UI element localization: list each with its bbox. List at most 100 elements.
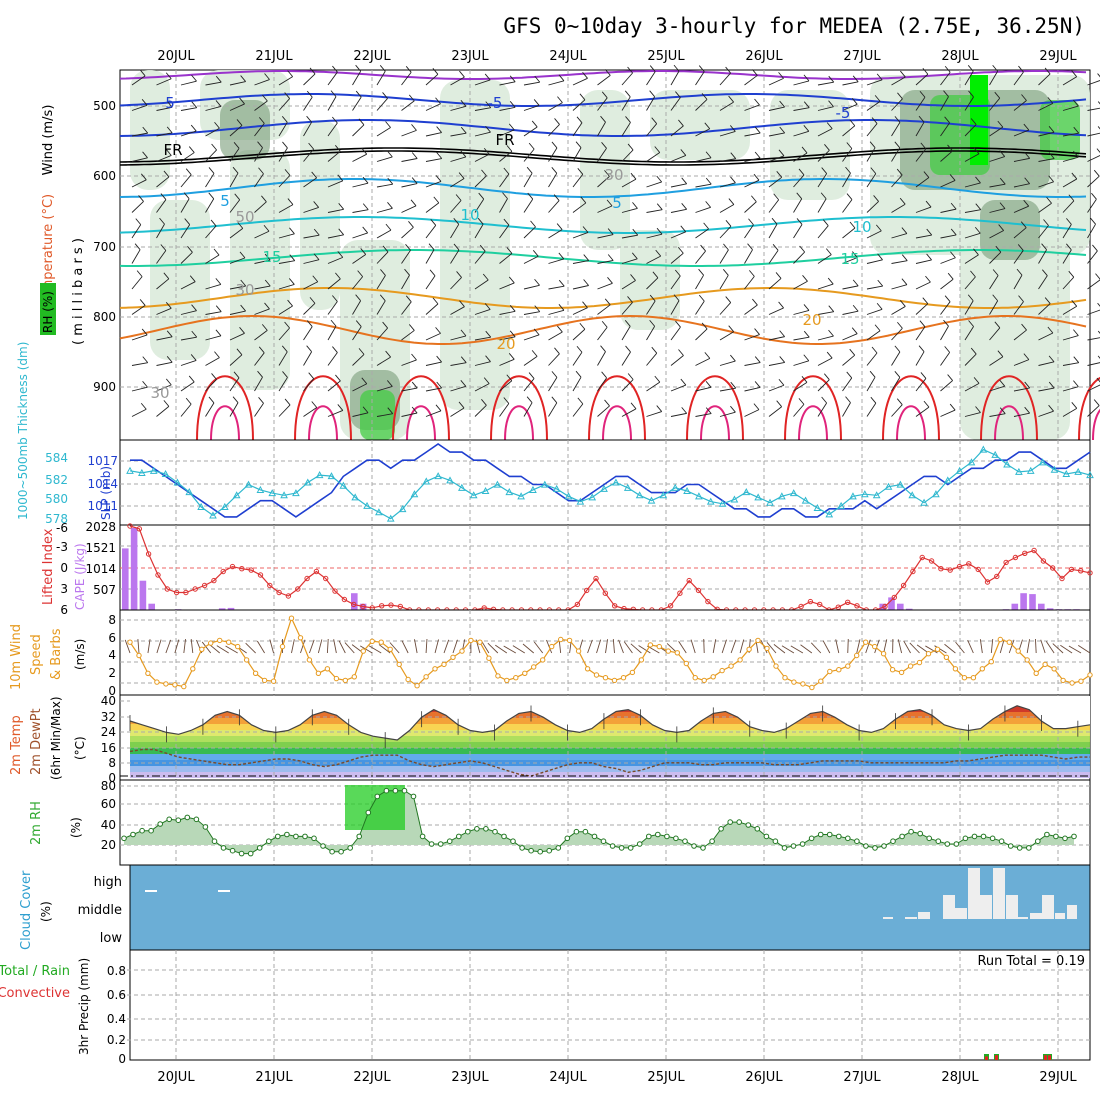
wind-speed-point bbox=[396, 661, 402, 668]
wind-barb bbox=[646, 381, 661, 392]
wind-barb bbox=[768, 406, 782, 417]
wind-barb bbox=[621, 178, 637, 188]
wind-barb-feather bbox=[852, 304, 859, 312]
wind-barb bbox=[1038, 202, 1052, 213]
wind-barb bbox=[523, 355, 538, 366]
wind-barb bbox=[303, 259, 320, 264]
lifted-index-point bbox=[994, 573, 1000, 580]
wind-barb bbox=[989, 356, 1004, 366]
wind-barb bbox=[915, 177, 930, 188]
wind-barb-feather bbox=[624, 90, 631, 98]
wind-barb-feather bbox=[899, 300, 906, 307]
rh-point bbox=[600, 838, 607, 845]
wind-barb-feather bbox=[258, 397, 264, 404]
wind-barb-feather bbox=[138, 195, 144, 202]
thickness-point bbox=[1074, 467, 1082, 475]
top-date-label: 26JUL bbox=[745, 49, 783, 64]
wind-barb-feather bbox=[191, 330, 198, 338]
wind-barb-feather bbox=[430, 219, 437, 226]
wind-barb-feather bbox=[528, 142, 535, 150]
rh-point bbox=[971, 833, 978, 840]
wind-barb bbox=[915, 406, 930, 417]
wind-barb bbox=[401, 330, 415, 341]
wind-barb bbox=[793, 251, 805, 264]
wind-barb bbox=[1087, 405, 1100, 417]
wind-barb-10m bbox=[909, 642, 920, 654]
lifted-index-point bbox=[155, 572, 161, 578]
wind-barb-feather bbox=[1073, 150, 1079, 158]
wind-barb bbox=[695, 386, 712, 392]
wind-speed-point bbox=[916, 659, 923, 666]
wind-barb-feather bbox=[477, 217, 484, 225]
wind-barb-feather bbox=[335, 272, 341, 280]
thickness-point bbox=[979, 445, 988, 453]
wind-barb-feather bbox=[558, 303, 565, 311]
wind-barb-feather bbox=[876, 73, 883, 81]
wind-barb bbox=[621, 351, 631, 366]
wind-speed-point bbox=[1006, 639, 1012, 645]
wind-barb-feather bbox=[651, 346, 658, 354]
wind-barb bbox=[327, 208, 344, 213]
upper-ylabel-wind: Wind (m/s) bbox=[41, 105, 56, 176]
wind-barb-feather bbox=[950, 202, 957, 210]
wind-barb-feather bbox=[992, 64, 998, 72]
wind-barb-10m bbox=[156, 639, 162, 654]
rh-point bbox=[483, 826, 489, 832]
wind-barb-10m bbox=[721, 639, 727, 654]
wind-barb-feather bbox=[705, 381, 712, 388]
wind-barb bbox=[1038, 361, 1055, 366]
lifted-index-point bbox=[276, 589, 282, 596]
wind-barb-feather bbox=[1073, 380, 1079, 387]
wind-barb-feather bbox=[627, 373, 634, 380]
wind-speed-point bbox=[818, 678, 824, 684]
wind-speed-point bbox=[925, 651, 932, 657]
thickness-point bbox=[1038, 458, 1047, 466]
thickness-point bbox=[209, 511, 217, 519]
wind-barb-10m bbox=[1078, 645, 1091, 654]
cape-bar bbox=[905, 608, 913, 610]
wind-barb-feather bbox=[1092, 244, 1098, 252]
rh-patch bbox=[580, 90, 630, 250]
lifted-index-point bbox=[285, 593, 292, 599]
precip-conv-bar bbox=[995, 1055, 998, 1060]
wind-barb-feather bbox=[577, 397, 584, 405]
rh-point bbox=[166, 816, 172, 823]
lifted-index-point bbox=[295, 586, 301, 592]
wind-barb bbox=[866, 352, 878, 366]
wind-speed-point bbox=[710, 674, 716, 680]
wind-barb-feather bbox=[1090, 217, 1096, 225]
wind-barb-feather bbox=[1021, 323, 1027, 331]
wind-barb bbox=[989, 385, 1005, 392]
wind-barb-feather bbox=[210, 219, 217, 227]
wind-barb-feather bbox=[821, 396, 827, 404]
slp-line bbox=[130, 443, 1091, 518]
warm-loop-inner bbox=[896, 405, 926, 441]
wind-barb bbox=[621, 379, 634, 392]
wind-barb bbox=[646, 181, 662, 188]
wind-speed-point bbox=[369, 638, 375, 644]
wind-barb-feather bbox=[382, 245, 389, 253]
wind-barb-feather bbox=[258, 167, 264, 175]
rh-point bbox=[537, 848, 544, 855]
wind-barb bbox=[1087, 223, 1096, 239]
wind-barb bbox=[719, 360, 736, 366]
wind-speed-point bbox=[199, 646, 205, 652]
wind-barb-10m bbox=[256, 640, 265, 654]
wind-barb-feather bbox=[458, 172, 465, 179]
wind-barb bbox=[303, 148, 314, 162]
wind-barb bbox=[744, 201, 757, 213]
rh-point bbox=[736, 819, 743, 825]
wind-barb-feather bbox=[1048, 126, 1055, 133]
wind-barb-feather bbox=[967, 294, 974, 302]
wind-speed-point bbox=[827, 668, 833, 675]
wind-barb bbox=[425, 158, 442, 162]
lifted-index-point bbox=[798, 603, 804, 610]
wind-barb bbox=[376, 229, 392, 239]
wind-barb-feather bbox=[214, 351, 220, 358]
wind-barb-feather bbox=[257, 141, 263, 148]
wind-barb bbox=[450, 224, 460, 239]
thickness-line bbox=[129, 448, 1091, 520]
wind-barb bbox=[327, 352, 338, 366]
